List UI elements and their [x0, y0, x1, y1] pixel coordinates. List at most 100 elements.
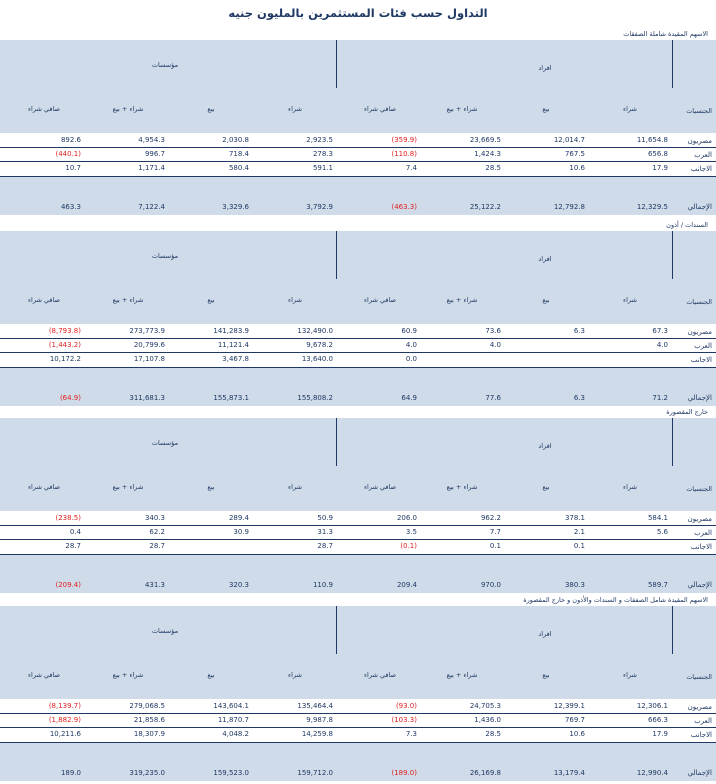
- table-cell: (8,139.7): [48, 702, 81, 710]
- table-cell: 20,799.6: [133, 341, 165, 349]
- col-header-net-buy: صافي شراء: [364, 483, 396, 491]
- table-cell: 10.6: [569, 164, 585, 172]
- col-header-buy-sell: شراء + بيع: [446, 105, 478, 113]
- table-cell: 10.6: [569, 730, 585, 738]
- col-header-sell: بيع: [207, 483, 215, 491]
- total-row: [0, 368, 716, 406]
- total-cell: 209.4: [396, 581, 417, 589]
- total-cell: 970.0: [480, 581, 501, 589]
- table-cell: (359.9): [391, 136, 417, 144]
- col-header-buy: شراء: [288, 671, 302, 679]
- total-cell: 159,712.0: [297, 769, 333, 777]
- col-header-nationality: الجنسيات: [686, 673, 712, 681]
- table-cell: 12,014.7: [553, 136, 585, 144]
- table-cell: 0.4: [69, 528, 81, 536]
- table-cell: 60.9: [401, 327, 417, 335]
- table-section: الاسهم المقيدة شامل الصفقات و السندات وا…: [0, 594, 716, 782]
- row-label: مصريون: [687, 703, 712, 711]
- col-header-sell: بيع: [207, 671, 215, 679]
- table-cell: 279,068.5: [129, 702, 165, 710]
- table-cell: 591.1: [312, 164, 333, 172]
- total-cell: 589.7: [647, 581, 668, 589]
- table-cell: 28.5: [485, 164, 501, 172]
- total-cell: 71.2: [652, 394, 668, 402]
- total-cell: 110.9: [312, 581, 333, 589]
- col-header-sell: بيع: [207, 296, 215, 304]
- total-cell: 64.9: [401, 394, 417, 402]
- row-divider: [0, 539, 716, 540]
- table-cell: 4,048.2: [222, 730, 249, 738]
- col-header-net-buy: صافي شراء: [28, 483, 60, 491]
- col-header-buy-sell: شراء + بيع: [446, 671, 478, 679]
- col-header-sell: بيع: [542, 671, 550, 679]
- table-cell: (103.3): [391, 716, 417, 724]
- table-header: [0, 606, 716, 699]
- col-header-net-buy: صافي شراء: [28, 296, 60, 304]
- col-header-sell: بيع: [542, 483, 550, 491]
- table-section: السندات / أذون افراد مؤسسات الجنسيات شراء بيع…: [0, 219, 716, 407]
- table-cell: 769.7: [564, 716, 585, 724]
- header-divider: [336, 40, 337, 88]
- total-cell: 12,990.4: [636, 769, 668, 777]
- table-header: [0, 418, 716, 511]
- header-divider: [672, 418, 673, 466]
- total-cell: 189.0: [60, 769, 81, 777]
- total-cell: 311,681.3: [129, 394, 165, 402]
- total-row: [0, 743, 716, 781]
- table-cell: 4.0: [489, 341, 501, 349]
- table-cell: (238.5): [55, 514, 81, 522]
- row-label: العرب: [694, 529, 712, 537]
- col-header-buy: شراء: [623, 105, 637, 113]
- group-individuals: افراد: [538, 255, 552, 263]
- table-cell: 13,640.0: [301, 355, 333, 363]
- table-cell: 28.5: [485, 730, 501, 738]
- group-institutions: مؤسسات: [151, 627, 179, 635]
- table-section: خارج المقصورة افراد مؤسسات الجنسيات شراء بيع ش…: [0, 406, 716, 594]
- table-cell: (440.1): [55, 150, 81, 158]
- table-cell: 21,858.6: [133, 716, 165, 724]
- table-cell: 289.4: [228, 514, 249, 522]
- row-divider: [0, 727, 716, 728]
- row-label: الاجانب: [690, 356, 712, 364]
- table-cell: 135,464.4: [297, 702, 333, 710]
- table-cell: (110.8): [391, 150, 417, 158]
- total-cell: 26,169.8: [469, 769, 501, 777]
- col-header-net-buy: صافي شراء: [364, 105, 396, 113]
- row-label: العرب: [694, 151, 712, 159]
- row-divider: [0, 352, 716, 353]
- table-cell: 0.0: [405, 355, 417, 363]
- total-cell: 3,792.9: [306, 203, 333, 211]
- total-cell: 77.6: [485, 394, 501, 402]
- total-divider: [0, 367, 716, 368]
- table-cell: 3,467.8: [222, 355, 249, 363]
- total-cell: (209.4): [55, 581, 81, 589]
- row-label: مصريون: [687, 328, 712, 336]
- table-cell: 31.3: [317, 528, 333, 536]
- table-cell: 24,705.3: [469, 702, 501, 710]
- total-label: الإجمالي: [687, 203, 712, 211]
- group-individuals: افراد: [538, 630, 552, 638]
- section-label: السندات / أذون: [666, 221, 708, 229]
- table-cell: 11,870.7: [217, 716, 249, 724]
- row-label: الاجانب: [690, 731, 712, 739]
- section-label: الاسهم المقيدة شاملة الصفقات: [623, 30, 708, 38]
- table-cell: (1,882.9): [48, 716, 81, 724]
- table-cell: 23,669.5: [469, 136, 501, 144]
- page-title: التداول حسب فئات المستثمرين بالمليون جني…: [228, 6, 488, 20]
- col-header-buy-sell: شراء + بيع: [112, 483, 144, 491]
- col-header-net-buy: صافي شراء: [364, 296, 396, 304]
- table-cell: 9,678.2: [306, 341, 333, 349]
- total-cell: 12,792.8: [553, 203, 585, 211]
- col-header-sell: بيع: [542, 296, 550, 304]
- table-cell: 18,307.9: [133, 730, 165, 738]
- table-cell: 7.3: [405, 730, 417, 738]
- row-divider: [0, 161, 716, 162]
- col-header-buy: شراء: [623, 296, 637, 304]
- row-divider: [0, 338, 716, 339]
- table-cell: 666.3: [647, 716, 668, 724]
- table-cell: 50.9: [317, 514, 333, 522]
- table-cell: 5.6: [656, 528, 668, 536]
- table-cell: 7.4: [405, 164, 417, 172]
- total-cell: 155,808.2: [297, 394, 333, 402]
- table-cell: 2,030.8: [222, 136, 249, 144]
